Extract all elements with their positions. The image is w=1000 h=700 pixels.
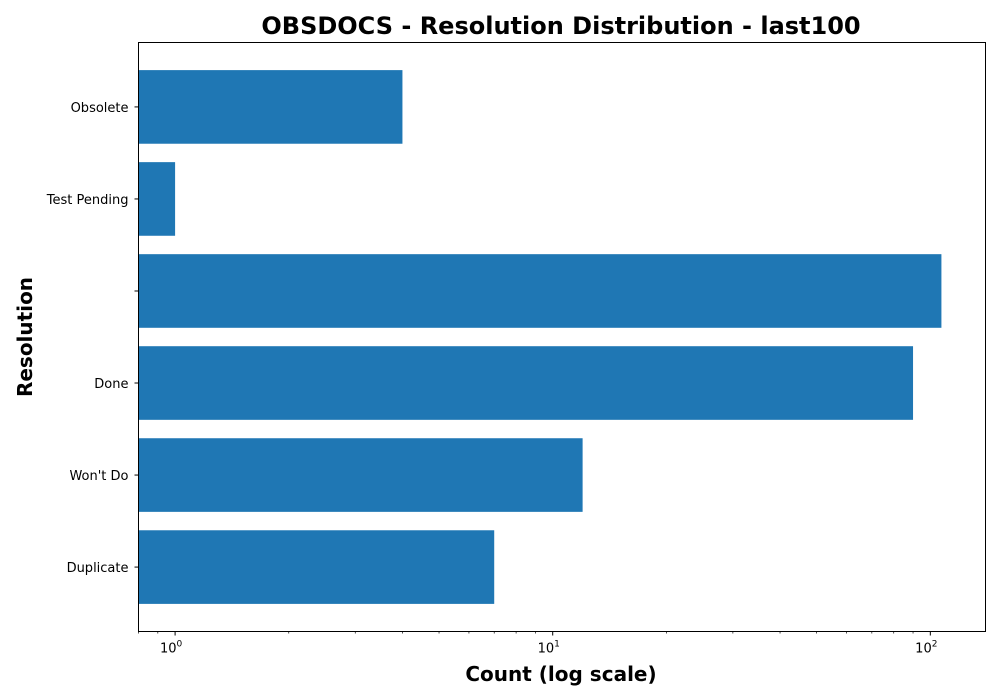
- x-tick-label: 100: [160, 640, 183, 657]
- bar-unlabeled: [138, 254, 942, 328]
- y-tick-label: Obsolete: [71, 101, 129, 116]
- y-axis-ticks: Duplicate Won't Do Done Test Pending Obsolet…: [46, 101, 139, 576]
- bar-duplicate: [138, 530, 495, 604]
- bars-group: [138, 70, 942, 604]
- chart-title: OBSDOCS - Resolution Distribution - last…: [261, 12, 860, 40]
- y-tick-label: Won't Do: [69, 469, 128, 484]
- bar-obsolete: [138, 70, 403, 144]
- y-tick-label: Done: [94, 377, 128, 392]
- y-tick-label: Duplicate: [67, 561, 129, 576]
- bar-test-pending: [138, 162, 176, 236]
- x-axis-ticks: 100 101 102: [138, 631, 937, 657]
- bar-won-t-do: [138, 438, 583, 512]
- y-tick-label: Test Pending: [46, 193, 129, 208]
- y-axis-label: Resolution: [13, 277, 37, 397]
- bar-done: [138, 346, 914, 420]
- x-axis-label: Count (log scale): [465, 662, 656, 686]
- x-tick-label: 102: [915, 640, 937, 657]
- plot-frame: [138, 42, 986, 632]
- x-tick-label: 101: [538, 640, 560, 657]
